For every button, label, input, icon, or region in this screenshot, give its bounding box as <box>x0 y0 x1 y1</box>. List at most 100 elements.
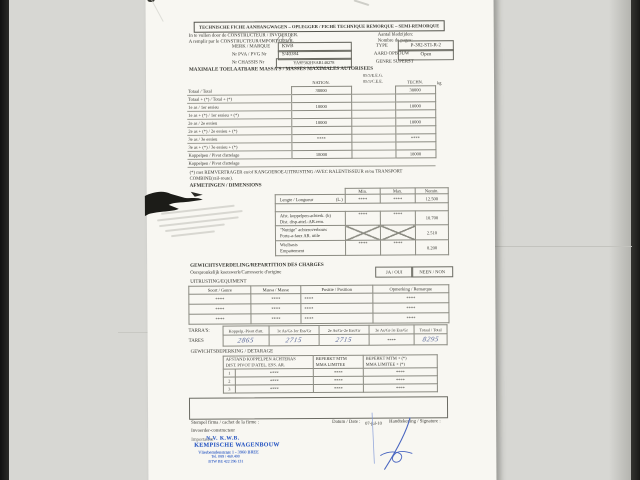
dim-label-fr: Dist. disp.attel.-AR.rem. <box>279 218 325 224</box>
mass-techn <box>395 157 436 167</box>
mass-techn: 10000 <box>395 101 436 111</box>
tares-table: Koppelp.-Pivot d'att. 1e As/Gr-1er Ess/G… <box>223 324 448 347</box>
mass-cee <box>351 158 396 167</box>
detarage-row: 3 **** **** **** <box>223 383 438 394</box>
distribution-heading: GEWICHTSVERDELING/REPARTITION DES CHARGE… <box>190 261 324 269</box>
mass-footnote-line1: (*) met REMVERTRAGER en/of KANGOEROE-UIT… <box>189 169 403 176</box>
dim-max: **** <box>380 210 416 226</box>
importer-constructor-line: Invoerder-constructeur <box>191 428 236 434</box>
distribution-subline: Oorspronkelijk koetswerk/Carrosserie d'o… <box>190 270 282 276</box>
dim-label-code: (L.) <box>335 196 343 202</box>
mass-unit: kg <box>437 80 442 86</box>
tares-label-nl: TARRA'S: <box>188 328 210 334</box>
tare-value-handwritten: 2715 <box>335 335 354 345</box>
tares-col: Koppelp.-Pivot d'att. <box>223 325 270 336</box>
tares-label-fr: TARES <box>188 338 204 344</box>
no-option-box: NEEN / NON <box>411 266 454 278</box>
dim-row: Wielbasis Empattement **** **** 8.200 <box>275 239 449 256</box>
scan-edge-left <box>0 0 9 480</box>
pages-label-nl: Aantal bladzijden: <box>377 32 414 38</box>
mass-cee <box>351 126 396 135</box>
tare-value: **** <box>369 333 415 346</box>
detarage-col2-line2: MMA LIMITEE <box>315 361 346 368</box>
pencil-mark-artifact <box>353 0 370 6</box>
tares-col: 3e As/Gr-3e Ess/Gr <box>369 324 415 335</box>
tare-value-handwritten: 2865 <box>237 336 256 345</box>
mass-footnote-line2: COMBINE(rail-route). <box>189 176 234 182</box>
mass-techn <box>395 109 436 119</box>
faint-stamp-artifact <box>170 230 215 238</box>
dim-max-crossed <box>380 224 416 241</box>
equip-cell: **** <box>372 312 450 324</box>
tares-values-row: 2865 2715 2715 **** 8295 <box>223 333 448 347</box>
genre-superst-label: GENRE SUPERST <box>375 59 414 65</box>
stamp-phone: Tel. 089 / 460.400 <box>211 454 240 459</box>
dim-max: **** <box>380 193 416 204</box>
mass-col-nation: NATION. <box>312 79 330 86</box>
mass-techn: 38000 <box>395 85 436 95</box>
tares-col: 1e As/Gr-1er Ess/Gr <box>269 325 320 335</box>
equip-cell: **** <box>300 293 373 304</box>
firm-stamp-label: Stempel firma / cachet de la firme : <box>191 420 259 426</box>
equip-cell: **** <box>300 313 374 324</box>
merk-label: MERK / MARQUE <box>231 44 271 50</box>
stamp-vat: BTW BE 422 296 131 <box>208 459 244 464</box>
scan-edge-right <box>631 0 640 480</box>
detarage-cell: **** <box>313 384 364 393</box>
mass-techn: 10000 <box>395 117 436 127</box>
mass-section-heading: MAXIMALE TOELAATBARE MASSA'S / MASSES MA… <box>188 65 374 73</box>
mass-row: Koppelpen / Pivot d'attelage <box>187 157 436 168</box>
signature-ink <box>371 412 413 470</box>
mass-cee <box>351 150 396 159</box>
mass-label: Koppelpen / Pivot d'attelage <box>187 158 292 168</box>
detarage-col1-line2: DIST. PIVOT D'ATEL. ESS. AR. <box>225 362 285 368</box>
tares-col: 2e As/Gr-2e Ess/Gr <box>319 325 370 335</box>
mass-col-techn: TECHN. <box>407 79 423 85</box>
dim-label-fr: Empattement <box>280 248 305 254</box>
mass-techn <box>395 141 436 151</box>
crease-line <box>492 246 632 247</box>
mass-cee <box>351 94 396 103</box>
dim-min-crossed <box>345 225 381 241</box>
mass-techn: **** <box>395 133 436 143</box>
equip-cell: **** <box>372 302 449 314</box>
mass-techn <box>395 93 436 103</box>
tares-col: Totaal / Total <box>414 324 448 334</box>
equip-cell: **** <box>250 303 301 314</box>
equip-cell: **** <box>188 293 251 305</box>
date-label: Datum / Date : <box>332 419 361 425</box>
dimensions-table: Min. Max. Nomin. Lengte / Longueur (L.) *… <box>275 187 449 256</box>
mass-nation <box>291 158 352 167</box>
equip-cell: **** <box>188 303 251 315</box>
stamp-company-short: N.V. K.W.B. <box>206 435 240 442</box>
detarage-col3-line2: MMA LIMITEE + (*) <box>365 361 405 367</box>
detarage-row-number: 1 <box>223 369 236 378</box>
detarage-row-number: 3 <box>223 385 236 394</box>
dim-label: Lengte / Longueur <box>279 196 314 202</box>
document-title: TECHNISCHE FICHE AANHANGWAGEN – OPLEGGER… <box>193 20 445 33</box>
equip-cell: **** <box>188 313 252 325</box>
chassis-label: Nr CHASSIS Nr <box>231 60 265 66</box>
crease-line <box>118 332 148 333</box>
detarage-table: AFSTAND KOPPELPEN ACHTERAS DIST. PIVOT D'… <box>223 354 438 394</box>
dim-nomin: 12.500 <box>415 193 449 203</box>
scan-shadow-right <box>609 0 631 480</box>
document-page: TECHNISCHE FICHE AANHANGWAGEN – OPLEGGER… <box>144 0 497 480</box>
mass-cee <box>351 110 396 119</box>
dim-row: Afst. koppelpen-achterk. (b) Dist. disp.a… <box>275 210 449 226</box>
type-label: TYPE <box>375 43 388 49</box>
pen-squiggle-artifact <box>275 34 293 44</box>
mass-cee <box>351 134 396 143</box>
equip-cell: **** <box>300 303 373 314</box>
tare-value-handwritten: 2715 <box>285 335 304 345</box>
dim-nomin: 8.200 <box>415 239 449 255</box>
mass-cee <box>351 142 396 151</box>
equip-cell: **** <box>372 292 449 304</box>
dim-min: **** <box>345 240 381 256</box>
detarage-cell: **** <box>363 383 438 393</box>
equipment-table: Soort / Genre Massa / Masse Positie / Po… <box>188 284 450 325</box>
mass-col-cee: 85/3/C.E.E. <box>363 78 383 84</box>
pva-label: Nr PVA / PVG Nr <box>231 52 267 58</box>
dim-max: **** <box>380 239 416 256</box>
